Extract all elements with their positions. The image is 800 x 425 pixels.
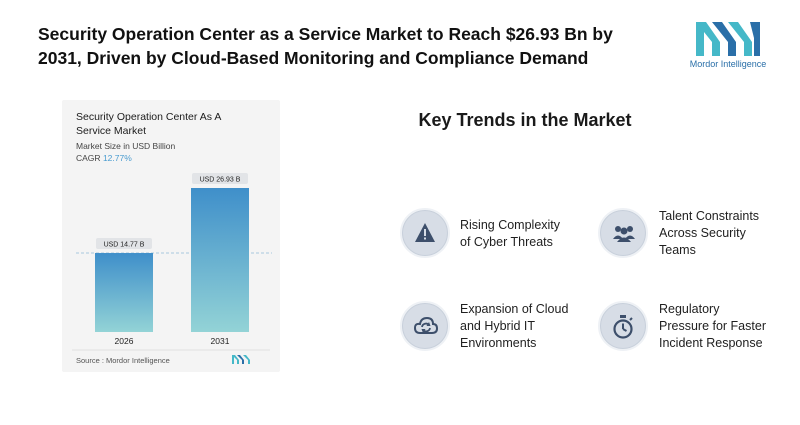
x-tick-label: 2031: [211, 336, 230, 346]
chart-title: Security Operation Center As A Service M…: [76, 110, 266, 138]
stopwatch-icon: [613, 315, 633, 339]
trend-line: Across Security: [659, 226, 746, 240]
chart-card: Security Operation Center As A Service M…: [62, 100, 280, 372]
trend-line: Expansion of Cloud: [460, 302, 569, 316]
bar-chart: USD 14.77 B 2026 USD 26.93 B 2031: [72, 173, 272, 351]
trend-text: Talent Constraints Across Security Teams: [659, 208, 759, 259]
source-logo-icon: [232, 355, 250, 364]
data-label-background: [96, 238, 152, 250]
trend-line: Pressure for Faster: [659, 319, 766, 333]
cagr-value: 12.77%: [102, 153, 132, 163]
trend-line: Rising Complexity: [460, 218, 561, 232]
bar-2031: [191, 188, 249, 332]
trend-line: Talent Constraints: [659, 209, 760, 223]
data-label: USD 14.77 B: [104, 242, 145, 249]
trend-line: Incident Response: [659, 336, 763, 350]
trend-line: Regulatory: [659, 302, 720, 316]
chart-title-line-1: Security Operation Center As A: [76, 111, 222, 123]
headline: Security Operation Center as a Service M…: [38, 22, 668, 70]
brand-logo-mark-icon: [696, 22, 760, 56]
brand-logo: Mordor Intelligence: [678, 18, 778, 74]
chart-source: Source : Mordor Intelligence: [76, 356, 170, 365]
trend-icon-circle: [598, 301, 648, 351]
trend-line: Teams: [659, 243, 696, 257]
data-label-background: [192, 173, 248, 184]
trend-line: and Hybrid IT: [460, 319, 536, 333]
trend-text: Rising Complexity of Cyber Threats: [460, 217, 560, 251]
trend-text: Regulatory Pressure for Faster Incident …: [659, 301, 766, 352]
trend-line: of Cyber Threats: [460, 235, 553, 249]
headline-line-2: 2031, Driven by Cloud-Based Monitoring a…: [38, 48, 589, 68]
data-label: USD 26.93 B: [200, 177, 241, 184]
x-tick-label: 2026: [115, 336, 134, 346]
trend-text: Expansion of Cloud and Hybrid IT Environ…: [460, 301, 568, 352]
headline-line-1: Security Operation Center as a Service M…: [38, 24, 613, 44]
trend-line: Environments: [460, 336, 537, 350]
chart-subtitle: Market Size in USD Billion: [76, 141, 176, 151]
bar-2026: [95, 253, 153, 332]
brand-name: Mordor Intelligence: [689, 59, 767, 69]
trends-title: Key Trends in the Market: [418, 110, 632, 130]
chart-cagr: CAGR 12.77%: [76, 153, 132, 163]
trend-icon-circle: [400, 301, 450, 351]
cloud-sync-icon: [414, 316, 438, 334]
trend-icon-circle: [598, 208, 648, 258]
chart-title-line-2: Service Market: [76, 125, 147, 137]
team-icon: [613, 226, 635, 242]
warning-icon: [415, 223, 435, 242]
cagr-label: CAGR: [76, 153, 101, 163]
trend-icon-circle: [400, 208, 450, 258]
